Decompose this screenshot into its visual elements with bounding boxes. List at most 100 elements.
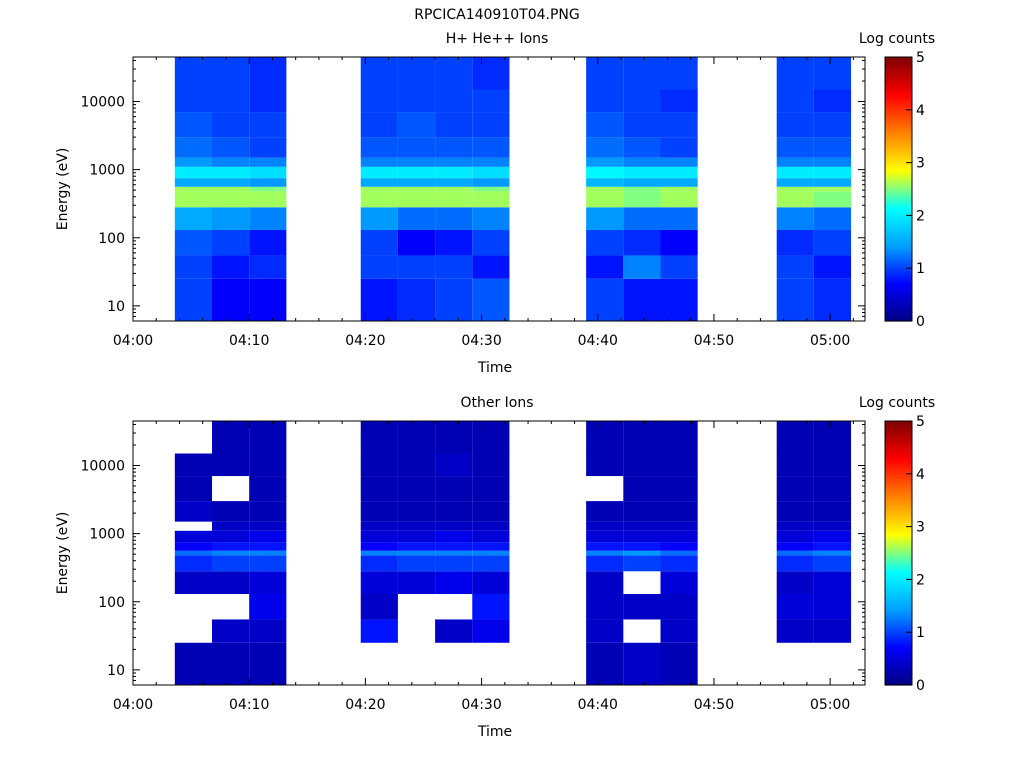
heatmap-cell [586,157,624,167]
heatmap-cell [249,571,287,594]
colorbar-band [885,557,912,561]
colorbar-band [885,125,912,128]
colorbar-band [885,296,912,300]
colorbar-band [885,458,912,462]
heatmap-cell [776,530,814,543]
colorbar-band [885,316,912,320]
heatmap-cell [212,89,250,113]
colorbar-band [885,228,912,232]
heatmap-cell [660,476,698,502]
heatmap-cell [249,453,287,477]
heatmap-cell [435,112,473,138]
colorbar-band [885,65,912,69]
colorbar-band [885,445,912,448]
heatmap-cell [174,571,213,594]
colorbar-band [885,535,912,539]
heatmap-cell [360,186,398,192]
heatmap-cell [397,278,436,321]
colorbar-band [885,544,912,547]
colorbar-band [885,158,912,161]
heatmap-cell [360,112,398,138]
colorbar-band [885,665,912,668]
heatmap-cell [397,530,436,543]
heatmap-cell [435,157,473,167]
heatmap-cell [174,137,213,158]
heatmap-cell [660,178,698,187]
colorbar-band [885,217,912,221]
colorbar-band [885,432,912,435]
heatmap-cell [623,178,661,187]
colorbar-band [885,272,912,276]
colorbar-band [885,138,912,142]
colorbar-band [885,487,912,490]
heatmap-cell [776,178,814,187]
colorbar-band [885,423,912,426]
heatmap-cell [586,555,624,572]
heatmap-cell [249,421,287,454]
heatmap-cell [360,89,398,113]
heatmap-cell [586,530,624,543]
heatmap-cell [472,207,510,230]
colorbar-band [885,434,912,437]
heatmap-cell [249,137,287,158]
colorbar-band [885,171,912,175]
x-tick-label: 04:10 [229,697,269,713]
colorbar-label-h-he: Log counts [859,31,935,47]
x-tick-label: 05:00 [810,697,850,713]
heatmap-cell [623,555,661,572]
colorbar-band [885,299,912,302]
axes-h-he: 04:00 04:10 04:20 04:30 04:40 04:50 05:00 10 100… [80,57,865,349]
heatmap-cell [660,166,698,179]
heatmap-cell [586,230,624,256]
heatmap-cell [776,230,814,256]
colorbar-band [885,222,912,225]
heatmap-cell [212,555,250,572]
colorbar-band [885,147,912,150]
colorbar-band [885,76,912,80]
colorbar-band [885,476,912,479]
heatmap-cell [174,530,213,543]
colorbar-band [885,224,912,227]
colorbar-band [885,489,912,492]
colorbar-band [885,471,912,475]
heatmap-cell [776,453,814,477]
heatmap-cell [776,89,814,113]
x-tick-label: 04:50 [694,697,734,713]
colorbar-band [885,285,912,289]
heatmap-cell [623,421,661,454]
colorbar-band [885,436,912,440]
heatmap-cell [435,530,473,543]
heatmap-cell [813,178,852,187]
colorbar-band [885,283,912,287]
heatmap-cell [586,421,624,454]
heatmap-cell [623,166,661,179]
colorbar-band [885,310,912,313]
heatmap-cell [472,178,510,187]
heatmap-cell [360,191,398,208]
heatmap-cell [249,594,287,620]
plot-frame-other [132,420,866,686]
colorbar-band [885,83,912,87]
heatmap-cell [623,278,661,321]
heatmap-cell [249,555,287,572]
heatmap-cell [586,207,624,230]
heatmap-cell [360,453,398,477]
heatmap-cell [397,571,436,594]
heatmap-cell [435,255,473,279]
heatmap-cell [174,230,213,256]
colorbar-band [885,467,912,470]
colorbar-band [885,561,912,565]
heatmap-cell [360,571,398,594]
heatmap-cell [586,642,624,685]
heatmap-cell [813,542,852,551]
heatmap-cell [472,521,510,531]
heatmap-cell [660,550,698,556]
heatmap-cell [174,550,213,556]
heatmap-cell [813,166,852,179]
x-tick-label: 04:20 [345,697,385,713]
heatmap-cell [776,137,814,158]
heatmap-cell [212,178,250,187]
heatmap-cell [776,421,814,454]
colorbar-tick-label: 2 [916,208,925,224]
heatmap-cell [660,255,698,279]
